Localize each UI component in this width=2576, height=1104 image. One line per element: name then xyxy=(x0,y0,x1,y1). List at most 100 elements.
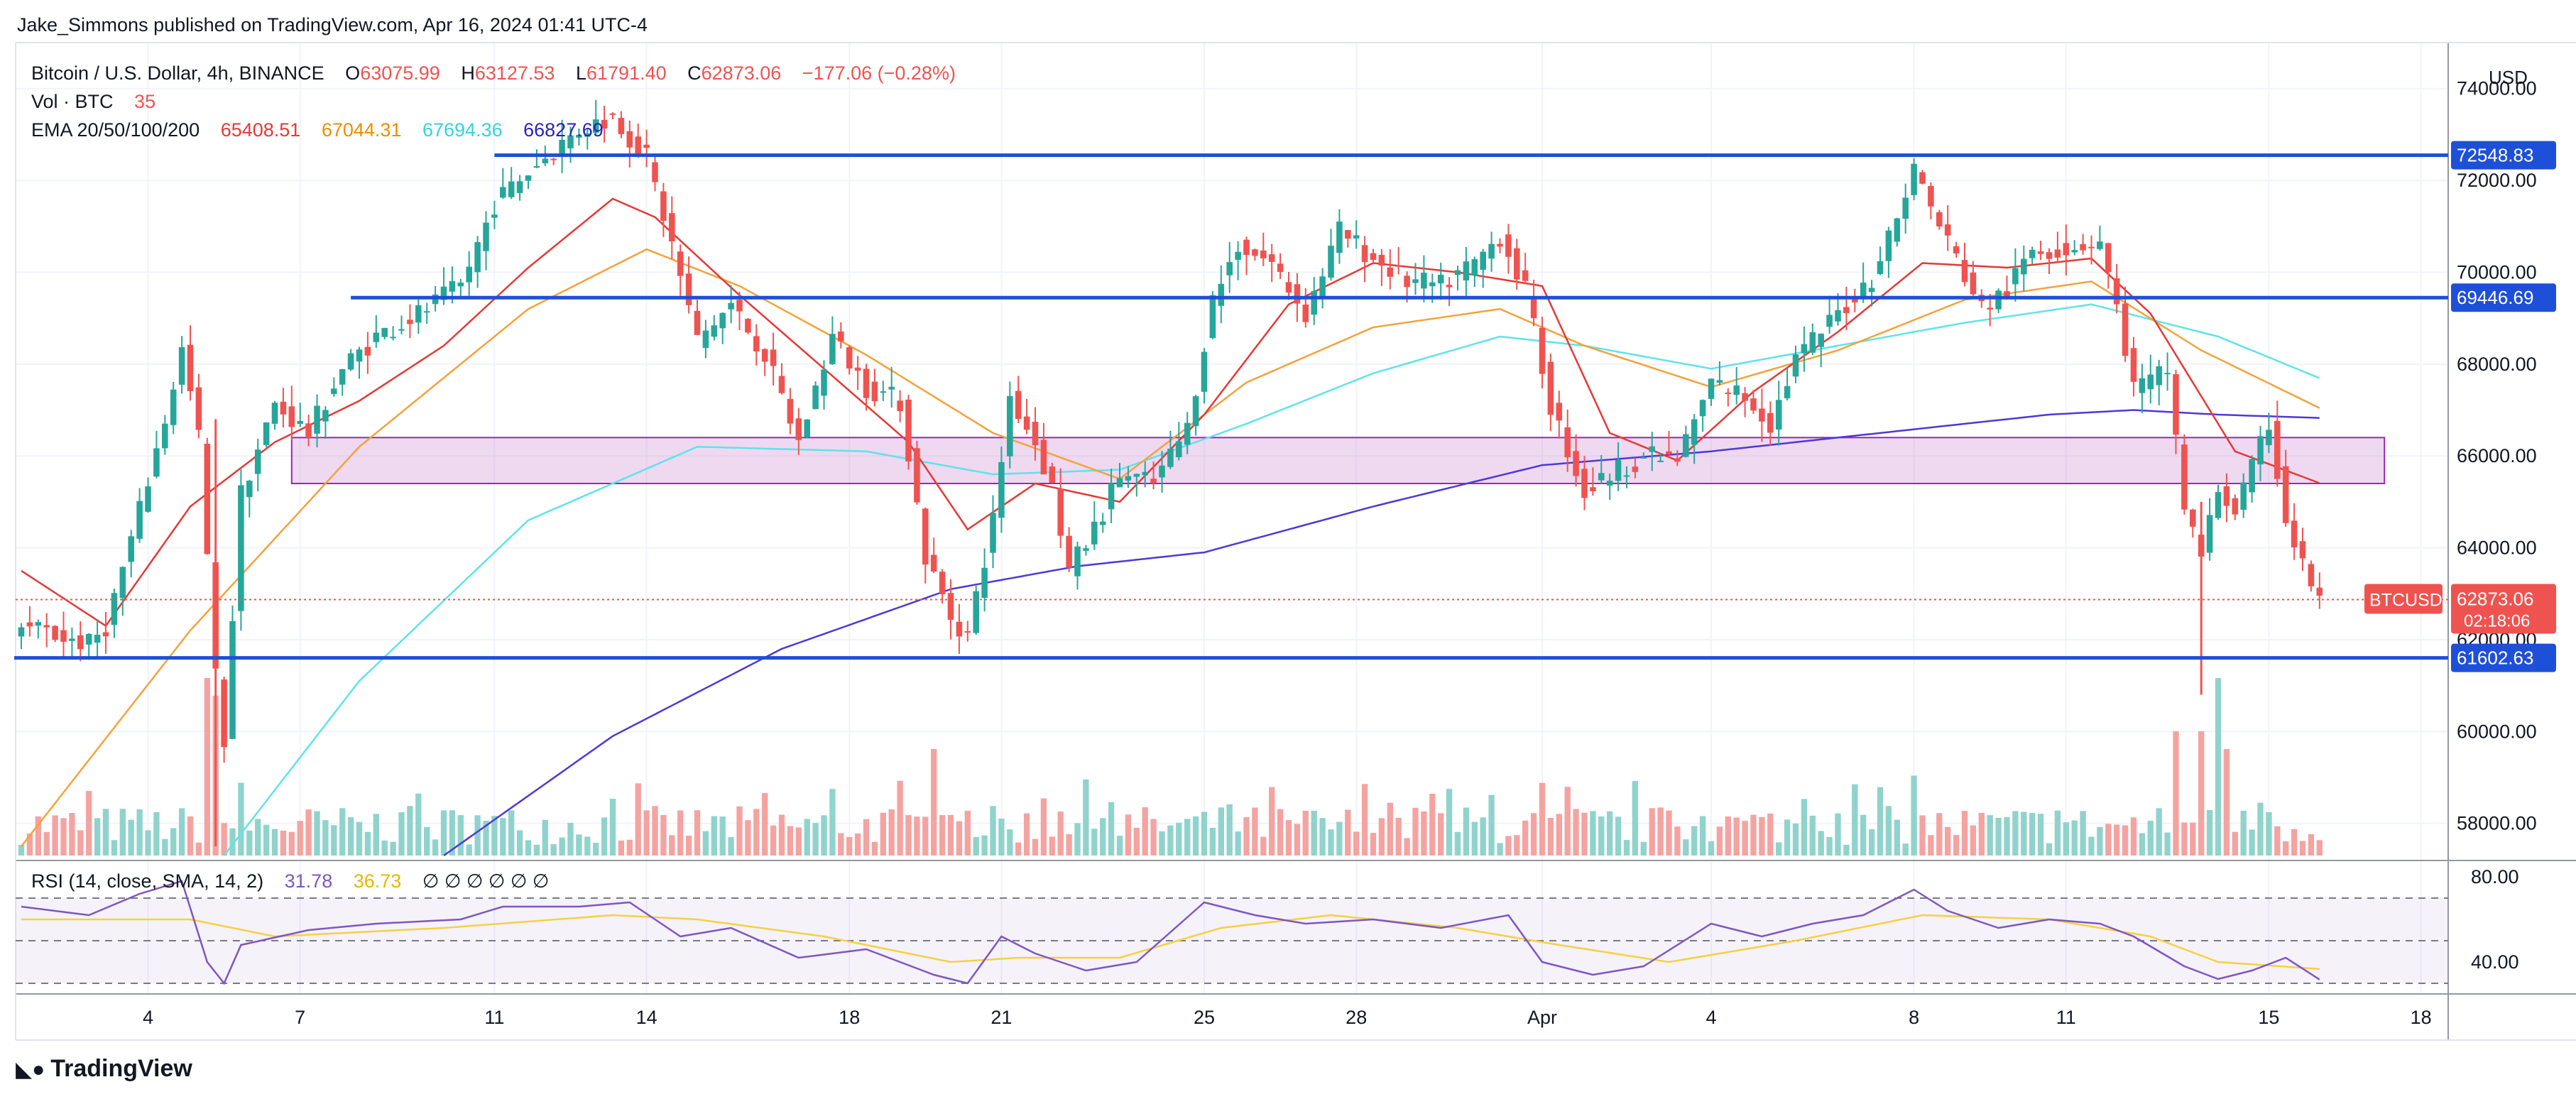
volume-bar xyxy=(1497,843,1503,856)
volume-bar xyxy=(1674,826,1681,856)
volume-bar xyxy=(593,843,599,856)
candle-body xyxy=(1243,239,1250,256)
candle-body xyxy=(1514,248,1520,280)
volume-bar xyxy=(973,836,979,856)
volume-bar xyxy=(221,823,227,856)
volume-bar xyxy=(914,816,920,856)
ema100-line xyxy=(223,303,2320,856)
candle-body xyxy=(1142,471,1148,476)
volume-bar xyxy=(1902,843,1909,856)
candle-body xyxy=(170,389,177,425)
candle-body xyxy=(1294,284,1301,304)
volume-bar xyxy=(719,816,726,856)
volume-bar xyxy=(145,830,151,856)
candle-body xyxy=(221,679,227,748)
candlesticks xyxy=(18,99,2323,763)
candle-body xyxy=(2316,587,2323,596)
volume-bar xyxy=(1818,831,1824,856)
candle-body xyxy=(914,448,920,503)
volume-bar xyxy=(1911,775,1917,856)
candle-body xyxy=(2113,278,2120,305)
candle-body xyxy=(787,398,794,424)
volume-bar xyxy=(2308,834,2315,856)
tradingview-logo-icon: ◣● xyxy=(16,1058,45,1081)
candle-body xyxy=(1192,396,1199,427)
volume-bar xyxy=(271,829,278,856)
candle-body xyxy=(1404,275,1410,288)
candle-body xyxy=(1556,403,1563,421)
currency-label: USD xyxy=(2489,67,2528,88)
candle-body xyxy=(888,386,895,390)
volume-bar xyxy=(685,836,692,856)
candle-body xyxy=(2291,520,2298,548)
candle-body xyxy=(1657,460,1664,462)
volume-bar xyxy=(2130,817,2137,856)
candle-body xyxy=(1277,263,1284,272)
volume-bar xyxy=(111,840,118,856)
volume-bar xyxy=(119,809,126,856)
volume-bar xyxy=(1556,814,1562,856)
candle-body xyxy=(1184,422,1191,445)
candle-body xyxy=(423,311,430,313)
candle-body xyxy=(1640,457,1647,459)
volume-bar xyxy=(812,823,819,856)
candle-body xyxy=(1446,285,1453,288)
candle-body xyxy=(905,399,912,461)
x-tick-label: 15 xyxy=(2258,1007,2279,1028)
candle-body xyxy=(685,273,692,305)
candle-body xyxy=(1547,361,1554,415)
volume-bar xyxy=(660,814,667,856)
volume-bar xyxy=(491,816,498,856)
candle-body xyxy=(1049,466,1056,483)
volume-bar xyxy=(1015,842,1022,856)
candle-body xyxy=(669,213,675,242)
candle-body xyxy=(702,330,709,349)
volume-bar xyxy=(1852,784,1858,856)
volume-bar xyxy=(1759,816,1765,856)
volume-bar xyxy=(1623,840,1630,856)
volume-bar xyxy=(2215,678,2222,856)
volume-bar xyxy=(1091,829,1098,856)
volume-bar xyxy=(305,809,312,856)
candle-body xyxy=(2173,374,2179,435)
candle-body xyxy=(195,387,202,430)
x-tick-label: 11 xyxy=(2056,1007,2076,1028)
candle-body xyxy=(491,214,498,218)
candle-body xyxy=(2054,249,2061,258)
volume-bar xyxy=(1725,816,1731,856)
candle-body xyxy=(339,368,346,385)
candle-body xyxy=(43,625,50,628)
volume-bar xyxy=(1192,816,1199,856)
volume-bar xyxy=(1302,811,1309,856)
candle-body xyxy=(2122,303,2129,356)
candle-body xyxy=(1285,282,1292,293)
price-tag-bg xyxy=(2451,141,2556,170)
candle-body xyxy=(1176,441,1182,457)
volume-bar xyxy=(1294,824,1301,856)
volume-bar xyxy=(787,826,794,856)
candle-body xyxy=(1201,351,1208,392)
candle-body xyxy=(2105,243,2112,273)
candle-body xyxy=(576,134,582,138)
candle-body xyxy=(1454,270,1461,275)
volume-bar xyxy=(2097,826,2103,856)
candle-body xyxy=(1573,451,1579,476)
volume-bar xyxy=(415,793,422,856)
candle-body xyxy=(178,347,185,385)
volume-bar xyxy=(449,810,456,856)
volume-bar xyxy=(711,816,717,856)
candle-body xyxy=(1733,385,1740,395)
candle-body xyxy=(1809,332,1816,353)
volume-bar xyxy=(1201,811,1208,856)
volume-bar xyxy=(1336,821,1343,856)
volume-bar xyxy=(1285,820,1292,856)
volume-bar xyxy=(280,830,287,856)
tradingview-logo[interactable]: ◣● TradingView xyxy=(16,1055,192,1083)
candle-body xyxy=(1928,185,1934,207)
volume-bar xyxy=(956,821,963,856)
volume-bar xyxy=(1530,813,1537,856)
volume-bar xyxy=(1361,784,1368,856)
volume-bar xyxy=(424,826,430,856)
ema200-line xyxy=(443,409,2320,857)
